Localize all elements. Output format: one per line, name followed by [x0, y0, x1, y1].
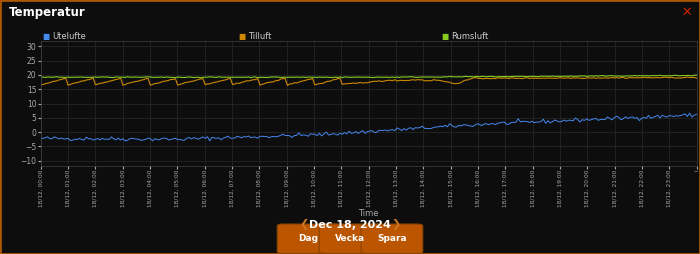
Text: Rumsluft: Rumsluft [452, 32, 489, 41]
Text: Temperatur: Temperatur [8, 6, 85, 19]
Text: ■: ■ [441, 32, 448, 41]
X-axis label: Time: Time [358, 209, 379, 218]
Text: Utelufte: Utelufte [52, 32, 86, 41]
Text: Spara: Spara [377, 234, 407, 243]
Text: ■: ■ [42, 32, 49, 41]
Text: Vecka: Vecka [335, 234, 365, 243]
Text: ❮: ❮ [300, 219, 309, 230]
Text: ❯: ❯ [391, 219, 400, 230]
Text: ■: ■ [238, 32, 245, 41]
Text: Dec 18, 2024: Dec 18, 2024 [309, 220, 391, 230]
Text: Tilluft: Tilluft [248, 32, 272, 41]
Text: Dag: Dag [298, 234, 318, 243]
Text: ✕: ✕ [681, 6, 692, 19]
